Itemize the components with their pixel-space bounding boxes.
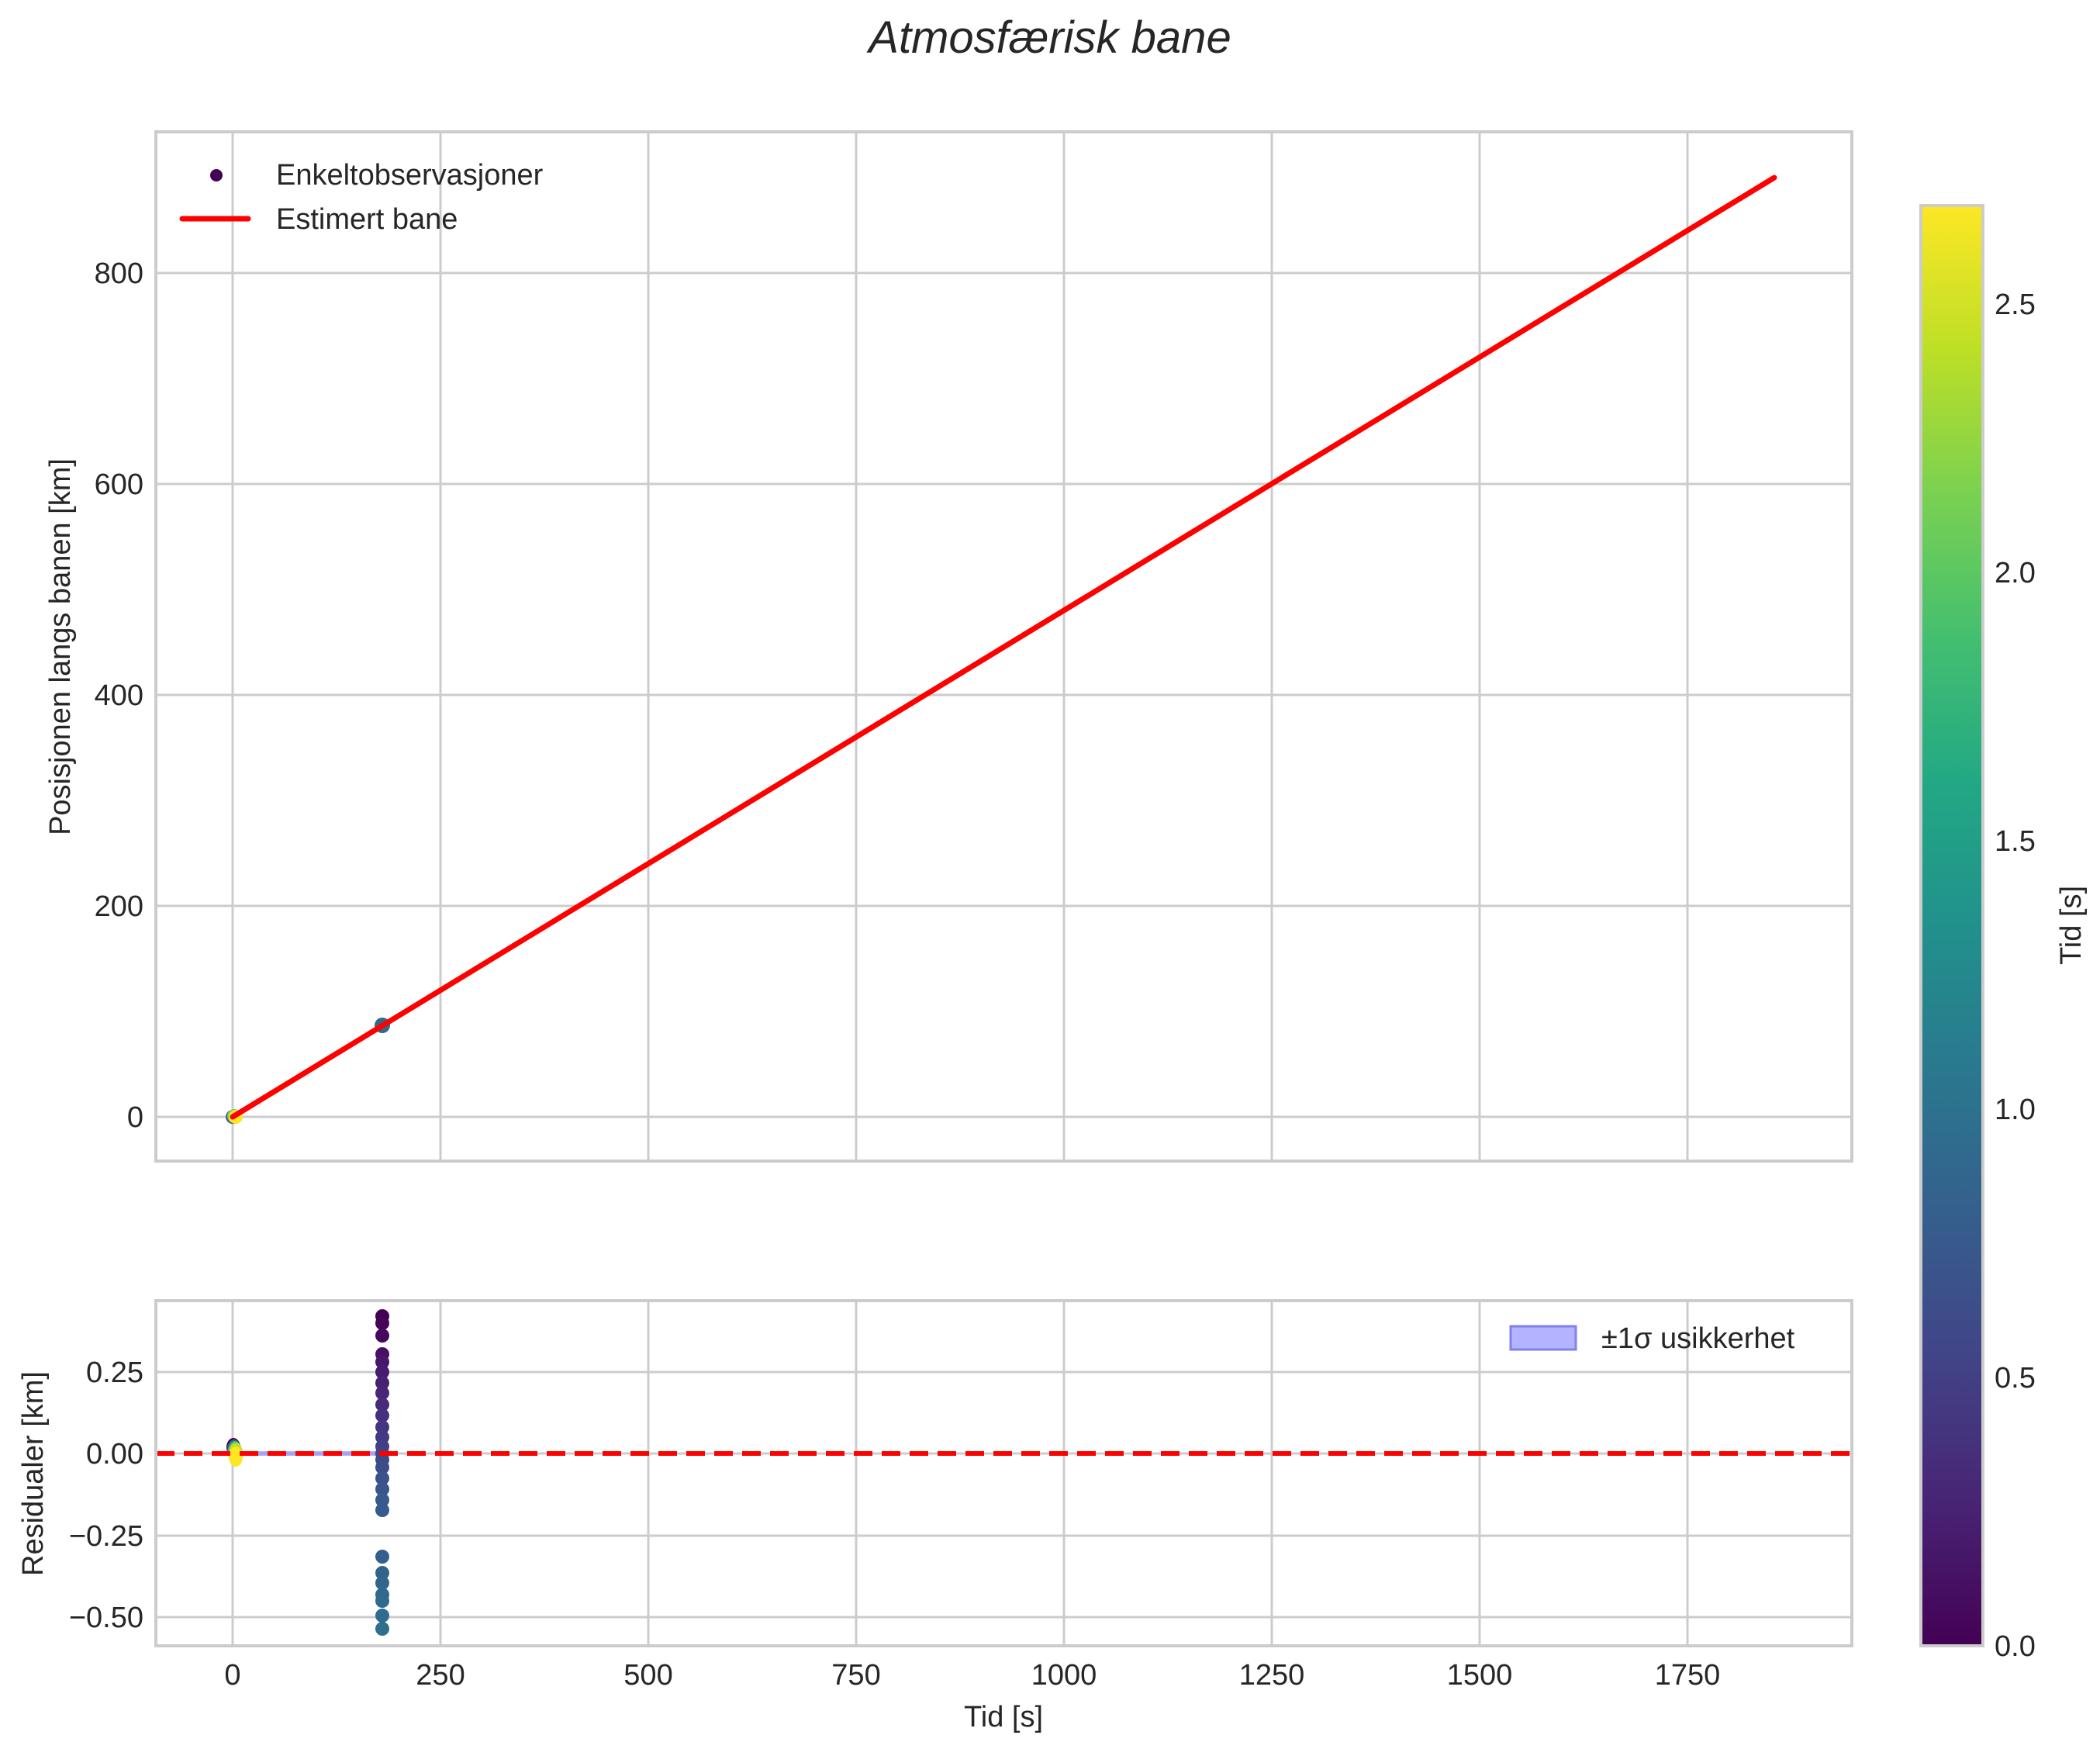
- x-tick: 1000: [1031, 1659, 1097, 1692]
- y-tick: 400: [95, 679, 143, 712]
- figure-title: Atmosfærisk bane: [866, 12, 1231, 63]
- y-tick: 800: [95, 257, 143, 290]
- residual-points-t180: [375, 1309, 389, 1636]
- estimated-trajectory-line: [230, 175, 1777, 1120]
- colorbar-gradient: [1919, 204, 1984, 1647]
- bottom-axes-frame: [154, 1299, 1853, 1647]
- y-tick: 0: [127, 1101, 143, 1134]
- colorbar-tick: 1.0: [1995, 1094, 2036, 1126]
- colorbar: 0.0 0.5 1.0 1.5 2.0 2.5 Tid [s]: [1919, 204, 2088, 1663]
- x-tick: 1750: [1655, 1659, 1721, 1692]
- colorbar-tick: 0.0: [1995, 1630, 2036, 1663]
- legend-label-sigma: ±1σ usikkerhet: [1601, 1322, 1795, 1355]
- top-y-axis-label: Posisjonen langs banen [km]: [44, 458, 77, 835]
- sigma-patch-icon: [1509, 1325, 1577, 1351]
- y-tick: 600: [95, 468, 143, 501]
- y-tick: 200: [95, 890, 143, 923]
- x-tick: 500: [623, 1659, 672, 1692]
- y-tick: −0.25: [69, 1520, 143, 1553]
- colorbar-label: Tid [s]: [2055, 886, 2088, 965]
- x-tick: 750: [831, 1659, 880, 1692]
- y-tick: 0.00: [86, 1438, 143, 1471]
- y-tick: 0.25: [86, 1357, 143, 1389]
- bottom-panel: 0.25 0.00 −0.25 −0.50 0 250 500 750 1000…: [17, 1299, 1853, 1733]
- colorbar-tick: 1.5: [1995, 825, 2036, 858]
- x-axis-label: Tid [s]: [964, 1701, 1043, 1733]
- top-panel: 0 200 400 600 800 Posisjonen langs banen…: [44, 130, 1853, 1163]
- bottom-y-axis-label: Residualer [km]: [17, 1371, 50, 1576]
- top-grid: [156, 132, 1852, 1161]
- top-legend: Enkeltobservasjoner Estimert bane: [179, 159, 544, 236]
- colorbar-tick: 2.0: [1995, 557, 2036, 589]
- x-tick: 1250: [1239, 1659, 1305, 1692]
- colorbar-tick: 2.5: [1995, 289, 2036, 321]
- y-tick: −0.50: [69, 1602, 143, 1634]
- x-tick: 0: [224, 1659, 240, 1692]
- legend-label-observations: Enkeltobservasjoner: [276, 159, 544, 192]
- bottom-legend: ±1σ usikkerhet: [1509, 1322, 1795, 1355]
- x-tick: 250: [416, 1659, 465, 1692]
- top-axes-frame: [154, 130, 1853, 1163]
- observation-marker-icon: [210, 169, 223, 181]
- x-tick: 1500: [1447, 1659, 1513, 1692]
- legend-label-estimated: Estimert bane: [276, 203, 458, 236]
- colorbar-tick: 0.5: [1995, 1362, 2036, 1395]
